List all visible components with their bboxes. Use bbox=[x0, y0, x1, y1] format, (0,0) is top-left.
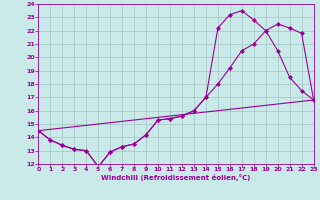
X-axis label: Windchill (Refroidissement éolien,°C): Windchill (Refroidissement éolien,°C) bbox=[101, 174, 251, 181]
